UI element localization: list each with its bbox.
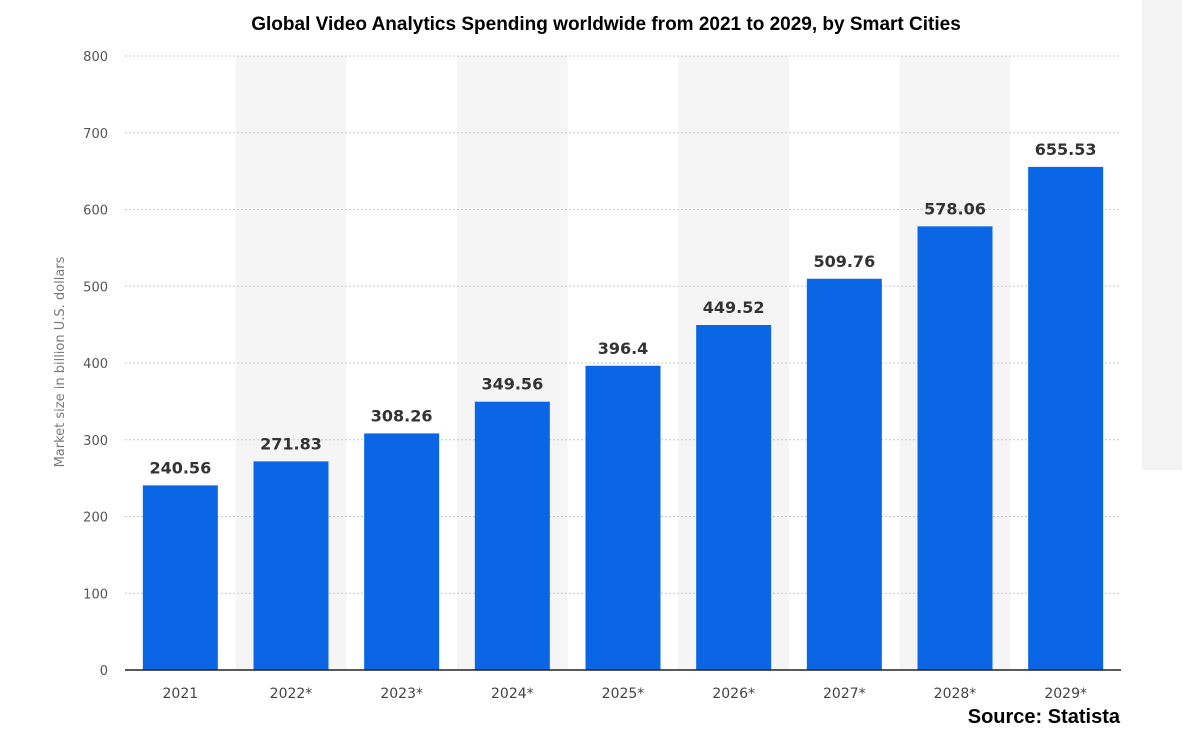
bar-value-label: 308.26 xyxy=(371,406,433,425)
x-tick-label: 2029* xyxy=(1044,686,1087,702)
bar xyxy=(253,461,329,670)
bar xyxy=(474,401,550,670)
y-axis-label: Market size in billion U.S. dollars xyxy=(53,256,68,467)
chart-background-panel xyxy=(1142,0,1182,470)
x-tick-label: 2023* xyxy=(380,686,423,702)
x-tick-label: 2026* xyxy=(712,686,755,702)
bar xyxy=(806,278,882,670)
bar xyxy=(1028,166,1104,670)
source-note: Source: Statista xyxy=(967,706,1120,728)
chart-title: Global Video Analytics Spending worldwid… xyxy=(251,14,961,35)
bar-value-label: 349.56 xyxy=(481,375,543,394)
bar-value-label: 240.56 xyxy=(149,458,211,477)
y-tick-label: 0 xyxy=(100,664,108,679)
bar-value-label: 396.4 xyxy=(598,339,649,358)
y-tick-label: 700 xyxy=(83,127,108,142)
x-tick-label: 2022* xyxy=(270,686,313,702)
y-tick-label: 600 xyxy=(83,204,108,219)
bar-value-label: 578.06 xyxy=(924,199,986,218)
bar-value-label: 655.53 xyxy=(1035,140,1097,159)
x-tick-label: 2028* xyxy=(934,686,977,702)
y-tick-label: 400 xyxy=(83,357,108,372)
y-tick-label: 200 xyxy=(83,511,108,526)
bar-value-label: 509.76 xyxy=(813,252,875,271)
bar-value-label: 449.52 xyxy=(703,298,765,317)
x-tick-label: 2024* xyxy=(491,686,534,702)
x-tick-label: 2021 xyxy=(163,686,199,702)
bar xyxy=(142,485,218,670)
bar xyxy=(585,365,661,670)
y-tick-label: 800 xyxy=(83,50,108,65)
y-tick-label: 500 xyxy=(83,280,108,295)
y-tick-label: 100 xyxy=(83,587,108,602)
x-tick-label: 2025* xyxy=(602,686,645,702)
bar xyxy=(696,324,772,670)
y-tick-label: 300 xyxy=(83,434,108,449)
x-tick-label: 2027* xyxy=(823,686,866,702)
bar xyxy=(364,433,440,670)
bar xyxy=(917,226,993,671)
bar-value-label: 271.83 xyxy=(260,434,322,453)
